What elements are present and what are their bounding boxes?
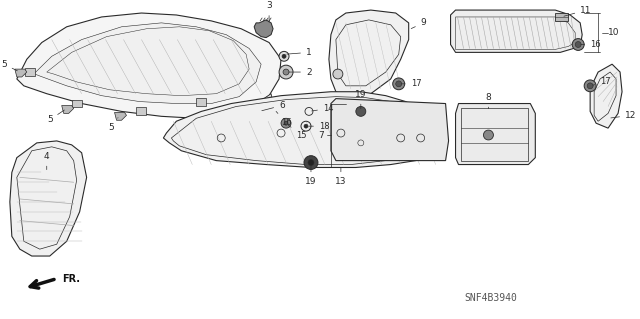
Text: 15: 15: [288, 125, 307, 140]
Circle shape: [572, 39, 584, 50]
Text: 16: 16: [581, 40, 601, 49]
Text: 17: 17: [401, 79, 421, 88]
Circle shape: [279, 65, 293, 79]
Circle shape: [281, 118, 291, 128]
Polygon shape: [30, 23, 261, 104]
Polygon shape: [254, 20, 273, 38]
Polygon shape: [590, 64, 622, 128]
Text: 5: 5: [47, 110, 65, 124]
Polygon shape: [115, 112, 127, 120]
Circle shape: [279, 51, 289, 61]
Polygon shape: [329, 10, 409, 99]
Circle shape: [282, 54, 286, 58]
Circle shape: [396, 81, 402, 87]
Circle shape: [304, 124, 308, 128]
Polygon shape: [556, 13, 568, 21]
Circle shape: [483, 130, 493, 140]
Circle shape: [584, 80, 596, 92]
Text: SNF4B3940: SNF4B3940: [464, 293, 517, 303]
Text: 11: 11: [564, 5, 591, 16]
Polygon shape: [456, 104, 535, 165]
Text: 1: 1: [287, 48, 312, 57]
Text: 2: 2: [289, 68, 312, 77]
Text: 17: 17: [593, 78, 611, 86]
Circle shape: [304, 156, 318, 169]
Polygon shape: [163, 92, 445, 167]
Circle shape: [284, 121, 288, 125]
Polygon shape: [331, 99, 449, 160]
Text: 14: 14: [312, 104, 333, 113]
Text: 5: 5: [109, 118, 118, 132]
Circle shape: [587, 83, 593, 89]
Polygon shape: [17, 13, 281, 118]
Text: 7: 7: [318, 130, 324, 139]
Polygon shape: [10, 141, 86, 256]
Text: 19: 19: [305, 165, 317, 186]
Polygon shape: [196, 98, 206, 106]
Polygon shape: [451, 10, 582, 52]
Polygon shape: [249, 94, 273, 118]
Text: 16: 16: [276, 111, 292, 127]
Text: 8: 8: [486, 93, 492, 109]
Polygon shape: [272, 109, 280, 115]
Text: 5: 5: [1, 60, 17, 71]
Text: FR.: FR.: [61, 274, 80, 284]
Polygon shape: [15, 69, 27, 77]
Text: 12: 12: [611, 111, 636, 120]
Text: 10: 10: [608, 28, 620, 37]
Text: 19: 19: [355, 90, 367, 109]
Circle shape: [333, 69, 343, 79]
Circle shape: [283, 69, 289, 75]
Polygon shape: [61, 106, 74, 113]
Circle shape: [393, 78, 404, 90]
Text: 18: 18: [308, 122, 330, 131]
Polygon shape: [25, 68, 35, 76]
Text: 6: 6: [262, 101, 285, 111]
Text: 13: 13: [335, 167, 347, 186]
Text: 9: 9: [411, 19, 426, 29]
Circle shape: [575, 41, 581, 48]
Polygon shape: [136, 108, 147, 115]
Circle shape: [356, 107, 366, 116]
Text: 3: 3: [266, 1, 272, 22]
Circle shape: [308, 160, 314, 166]
Polygon shape: [72, 100, 82, 108]
Text: 4: 4: [44, 152, 49, 170]
